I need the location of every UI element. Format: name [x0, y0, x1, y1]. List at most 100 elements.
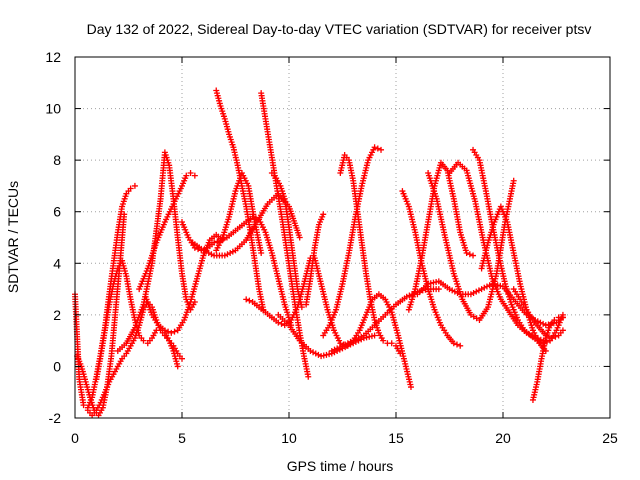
x-tick-label: 15	[388, 430, 404, 446]
series-arc-21	[405, 159, 477, 313]
data-point	[457, 342, 464, 349]
data-point	[446, 286, 453, 293]
data-point	[305, 373, 312, 380]
data-point-interp	[473, 288, 480, 295]
data-point	[378, 146, 385, 153]
data-point	[551, 317, 558, 324]
data-point-interp	[334, 345, 341, 352]
data-point	[275, 319, 282, 326]
data-point-interp	[336, 344, 343, 351]
data-point-interp	[165, 328, 172, 335]
data-point-interp	[246, 297, 253, 304]
data-point-interp	[552, 333, 559, 340]
data-point	[191, 172, 198, 179]
data-point-interp	[475, 287, 482, 294]
data-point	[127, 185, 134, 192]
data-point-interp	[229, 248, 236, 255]
data-point-interp	[278, 320, 285, 327]
data-point	[131, 182, 138, 189]
data-point	[307, 347, 314, 354]
data-point	[121, 211, 128, 218]
data-point-interp	[310, 349, 317, 356]
y-tick-label: -2	[49, 410, 62, 426]
data-point	[179, 355, 185, 362]
series-arc-6	[136, 170, 198, 293]
data-point	[243, 296, 250, 303]
data-point	[463, 249, 470, 256]
data-point-interp	[347, 338, 354, 345]
data-point	[168, 329, 175, 336]
data-point-interp	[208, 251, 215, 258]
data-point	[328, 347, 335, 354]
data-point	[211, 239, 218, 246]
axis-ticks: 0 5 10 15 20 25 -2 0 2 4 6 8 10 12	[45, 49, 618, 446]
data-point	[559, 327, 566, 334]
series-arc-10	[213, 87, 267, 313]
data-point	[435, 286, 442, 293]
data-point	[510, 177, 517, 184]
data-point-interp	[451, 288, 458, 295]
data-point-interp	[470, 289, 477, 296]
series-arc-22	[425, 170, 517, 324]
data-point-interp	[481, 284, 488, 291]
series-arc-28	[529, 314, 566, 403]
data-point-interp	[486, 282, 493, 289]
series-arc-18	[320, 144, 385, 339]
y-tick-label: 12	[45, 49, 61, 65]
data-point-interp	[214, 238, 221, 245]
data-point	[140, 337, 147, 344]
data-point-interp	[227, 249, 234, 256]
series-arc-13	[258, 90, 312, 380]
x-tick-label: 10	[281, 430, 297, 446]
data-point	[296, 234, 303, 241]
y-tick-label: 6	[53, 204, 61, 220]
data-point	[80, 402, 87, 409]
data-point	[478, 286, 485, 293]
data-point	[258, 249, 265, 256]
data-point	[298, 304, 305, 311]
data-point-interp	[205, 249, 212, 256]
data-point-interp	[406, 292, 413, 299]
series-arc-16	[311, 255, 414, 391]
data-point	[407, 384, 414, 391]
series-arc-8	[179, 213, 295, 329]
data-point	[200, 247, 207, 254]
series-arc-26	[478, 203, 549, 354]
data-point-interp	[537, 319, 544, 326]
y-axis-label: SDTVAR / TECUs	[5, 181, 21, 293]
plot-frame	[74, 56, 611, 419]
data-point-interp	[454, 289, 461, 296]
x-axis-label: GPS time / hours	[287, 458, 394, 474]
y-tick-label: 10	[45, 101, 61, 117]
series-arc-27	[510, 286, 566, 342]
y-tick-label: 2	[53, 307, 61, 323]
y-tick-label: 8	[53, 152, 61, 168]
data-point-interp	[342, 341, 349, 348]
data-point	[470, 252, 477, 259]
data-point-interp	[315, 351, 322, 358]
data-point-interp	[540, 320, 547, 327]
chart-title: Day 132 of 2022, Sidereal Day-to-day VTE…	[87, 21, 592, 37]
data-point	[403, 293, 410, 300]
series-arc-24	[414, 278, 566, 329]
data-point	[397, 350, 404, 357]
data-point	[450, 340, 457, 347]
data-points	[72, 87, 566, 419]
data-point	[183, 172, 190, 179]
data-point-interp	[358, 333, 365, 340]
data-point-interp	[344, 340, 351, 347]
data-point-interp	[171, 328, 178, 335]
x-tick-label: 20	[495, 430, 511, 446]
data-point	[187, 170, 194, 177]
y-tick-label: 4	[53, 255, 61, 271]
data-point-interp	[483, 283, 490, 290]
series-arc-17	[337, 151, 404, 357]
data-point	[221, 252, 228, 259]
data-point-interp	[331, 346, 338, 353]
data-point-interp	[453, 341, 460, 348]
data-point-interp	[466, 251, 473, 258]
x-tick-label: 5	[178, 430, 186, 446]
data-point-interp	[352, 336, 359, 343]
series-arc-4	[93, 257, 181, 383]
